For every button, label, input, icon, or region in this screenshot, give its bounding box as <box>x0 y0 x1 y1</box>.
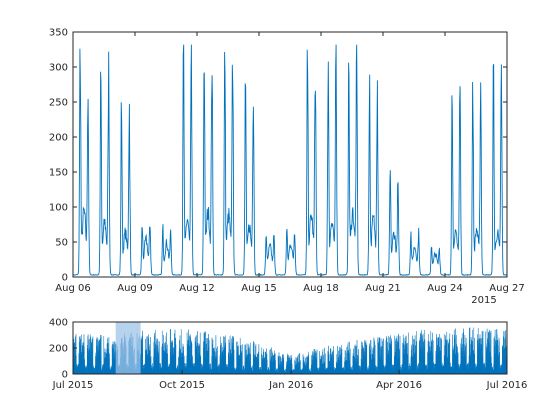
y-tick-label: 50 <box>55 238 68 249</box>
x-tick-label: Aug 21 <box>365 283 400 294</box>
y-tick-label: 300 <box>49 63 68 74</box>
x-year-label: 2015 <box>471 295 496 306</box>
x-tick-label: Oct 2015 <box>159 380 205 391</box>
y-tick-label: 400 <box>49 318 68 329</box>
y-tick-label: 100 <box>49 203 68 214</box>
navigator-series <box>72 327 508 375</box>
x-tick-label: Aug 27 <box>489 283 524 294</box>
y-tick-label: 150 <box>49 168 68 179</box>
navigator-x-ticks: Jul 2015 Oct 2015 Jan 2016 Apr 2016 Jul 2016 <box>52 370 528 391</box>
x-tick-label: Aug 06 <box>55 283 90 294</box>
main-plot: 0 50 100 150 200 250 300 350 Aug 06 Aug 09 Aug 12… <box>49 28 525 307</box>
navigator-selection-window[interactable] <box>115 322 141 374</box>
series-line <box>72 44 507 276</box>
y-tick-label: 200 <box>49 133 68 144</box>
main-x-ticks: Aug 06 Aug 09 Aug 12 Aug 15 Aug 18 Aug 21 Aug … <box>55 32 525 294</box>
main-y-ticks: 0 50 100 150 200 250 300 350 <box>49 28 507 284</box>
x-tick-label: Aug 15 <box>241 283 276 294</box>
y-tick-label: 350 <box>49 28 68 39</box>
navigator-plot: 0 200 400 Jul 2015 Oct 2015 Jan 2016 Apr 2016… <box>49 318 527 392</box>
y-tick-label: 0 <box>62 370 68 381</box>
main-axes-box <box>72 31 508 278</box>
x-tick-label: Aug 09 <box>117 283 152 294</box>
x-tick-label: Apr 2016 <box>376 380 422 391</box>
main-series <box>72 44 507 276</box>
y-tick-label: 250 <box>49 98 68 109</box>
x-tick-label: Jul 2016 <box>486 380 528 391</box>
x-tick-label: Aug 24 <box>427 283 462 294</box>
x-tick-label: Jan 2016 <box>268 380 313 391</box>
y-tick-label: 0 <box>62 273 68 284</box>
y-tick-label: 200 <box>49 344 68 355</box>
navigator-area <box>72 327 508 375</box>
navigator-y-ticks: 0 200 400 <box>49 318 77 381</box>
x-tick-label: Aug 12 <box>179 283 214 294</box>
x-tick-label: Aug 18 <box>303 283 338 294</box>
x-tick-label: Jul 2015 <box>52 380 94 391</box>
